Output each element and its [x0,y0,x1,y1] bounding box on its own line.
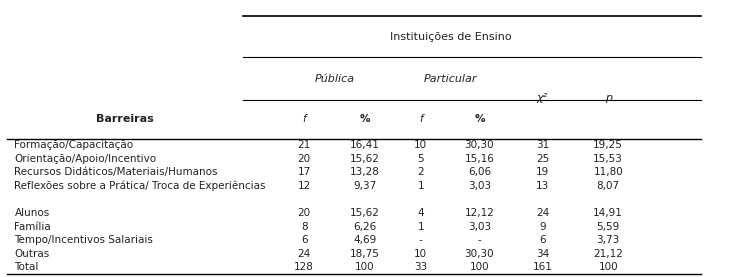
Text: 19,25: 19,25 [593,140,623,150]
Text: 3,73: 3,73 [596,235,620,245]
Text: 15,62: 15,62 [350,208,380,218]
Text: Orientação/Apoio/Incentivo: Orientação/Apoio/Incentivo [15,154,156,164]
Text: Alunos: Alunos [15,208,50,218]
Text: Instituições de Ensino: Instituições de Ensino [390,32,512,42]
Text: 11,80: 11,80 [593,167,623,178]
Text: 20: 20 [298,154,311,164]
Text: 16,41: 16,41 [350,140,380,150]
Text: f: f [419,114,423,124]
Text: %: % [360,114,370,124]
Text: 6,06: 6,06 [468,167,491,178]
Text: 30,30: 30,30 [465,140,494,150]
Text: 21,12: 21,12 [593,249,623,259]
Text: Particular: Particular [423,74,477,84]
Text: 8: 8 [301,222,307,232]
Text: 19: 19 [536,167,549,178]
Text: Tempo/Incentivos Salariais: Tempo/Incentivos Salariais [15,235,153,245]
Text: 31: 31 [536,140,549,150]
Text: 100: 100 [356,262,374,273]
Text: 15,62: 15,62 [350,154,380,164]
Text: 6: 6 [539,235,546,245]
Text: 20: 20 [298,208,311,218]
Text: Reflexões sobre a Prática/ Troca de Experiências: Reflexões sobre a Prática/ Troca de Expe… [15,181,266,191]
Text: 34: 34 [536,249,549,259]
Text: 21: 21 [298,140,311,150]
Text: 18,75: 18,75 [350,249,380,259]
Text: 4,69: 4,69 [353,235,377,245]
Text: -: - [419,235,423,245]
Text: 2: 2 [418,167,424,178]
Text: 3,03: 3,03 [468,222,491,232]
Text: 10: 10 [414,249,427,259]
Text: 17: 17 [298,167,311,178]
Text: 100: 100 [469,262,489,273]
Text: 14,91: 14,91 [593,208,623,218]
Text: Família: Família [15,222,51,232]
Text: 15,16: 15,16 [464,154,494,164]
Text: 5,59: 5,59 [596,222,620,232]
Text: 15,53: 15,53 [593,154,623,164]
Text: Formação/Capacitação: Formação/Capacitação [15,140,134,150]
Text: 1: 1 [418,181,424,191]
Text: 9,37: 9,37 [353,181,377,191]
Text: -: - [477,235,481,245]
Text: 30,30: 30,30 [465,249,494,259]
Text: 6,26: 6,26 [353,222,377,232]
Text: Outras: Outras [15,249,50,259]
Text: 3,03: 3,03 [468,181,491,191]
Text: Recursos Didáticos/Materiais/Humanos: Recursos Didáticos/Materiais/Humanos [15,167,218,178]
Text: 13,28: 13,28 [350,167,380,178]
Text: 24: 24 [298,249,311,259]
Text: Total: Total [15,262,39,273]
Text: 10: 10 [414,140,427,150]
Text: 1: 1 [418,222,424,232]
Text: 8,07: 8,07 [596,181,620,191]
Text: 100: 100 [599,262,618,273]
Text: 12: 12 [298,181,311,191]
Text: 4: 4 [418,208,424,218]
Text: 161: 161 [532,262,553,273]
Text: Pública: Pública [315,74,355,84]
Text: f: f [302,114,306,124]
Text: 25: 25 [536,154,549,164]
Text: 6: 6 [301,235,307,245]
Text: 128: 128 [294,262,314,273]
Text: 9: 9 [539,222,546,232]
Text: %: % [474,114,485,124]
Text: 24: 24 [536,208,549,218]
Text: p: p [604,93,612,103]
Text: 33: 33 [414,262,428,273]
Text: χ²: χ² [537,93,548,103]
Text: 12,12: 12,12 [464,208,494,218]
Text: 13: 13 [536,181,549,191]
Text: 5: 5 [418,154,424,164]
Text: Barreiras: Barreiras [96,114,154,124]
